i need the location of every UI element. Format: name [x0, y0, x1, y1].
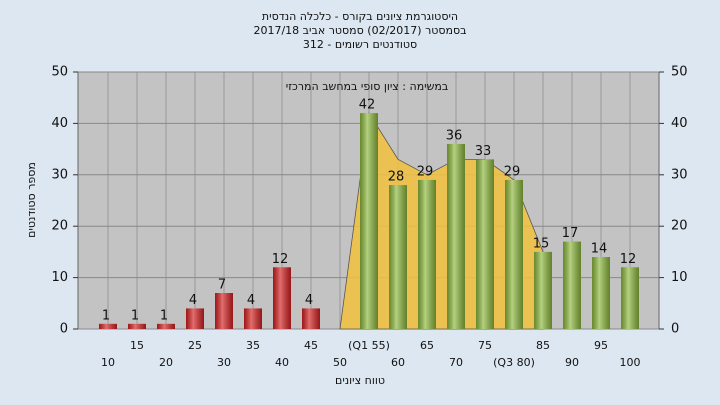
- chart-subtitle: סטודנטים רשומים - 312: [303, 38, 417, 51]
- x-tick-label: 20: [159, 356, 173, 369]
- x-tick-label: 30: [217, 356, 231, 369]
- bar-shade: [418, 179, 436, 329]
- bar-shade: [534, 251, 552, 329]
- plot: 0 10 20 30 40 50 0 10 20 30 40 50 10 1 15 1 20 1 25 4 30 7 35 4…: [51, 65, 687, 370]
- x-tick-label: 35: [246, 339, 260, 352]
- bar-shade: [621, 267, 639, 329]
- y-tick-label: 40: [51, 116, 68, 131]
- bar-shade: [99, 323, 117, 329]
- bar-shade: [244, 308, 262, 329]
- bar-shade: [592, 257, 610, 329]
- value-label: 14: [591, 242, 608, 257]
- bar-shade: [447, 143, 465, 329]
- value-label: 33: [475, 144, 492, 159]
- chart-subtitle: בסמסטר (02/2017) סמסטר אביב 2017/18: [253, 24, 466, 37]
- x-tick-label: 85: [536, 339, 550, 352]
- y2-tick-label: 20: [671, 219, 688, 234]
- x-tick-label: 75: [478, 339, 492, 352]
- x-tick-label: 95: [594, 339, 608, 352]
- x-tick-label: 10: [101, 356, 115, 369]
- value-label: 7: [218, 278, 226, 293]
- x-tick-label: 100: [620, 356, 641, 369]
- x-tick-label: 15: [130, 339, 144, 352]
- bar-shade: [360, 113, 378, 330]
- annotation: במשימה : ציון סופי במחשב המרכזי: [286, 80, 449, 93]
- value-label: 1: [160, 308, 168, 323]
- value-label: 29: [417, 164, 434, 179]
- bar-shade: [563, 241, 581, 329]
- y-tick-label: 30: [51, 167, 68, 182]
- x-axis-label: טווח ציונים: [335, 374, 385, 387]
- x-tick-label: 60: [391, 356, 405, 369]
- value-label: 15: [533, 236, 550, 251]
- x-tick-label: 70: [449, 356, 463, 369]
- y-tick-label: 10: [51, 270, 68, 285]
- value-label: 4: [189, 293, 197, 308]
- x-tick-label: 50: [333, 356, 347, 369]
- value-label: 36: [446, 128, 463, 143]
- bar-shade: [157, 323, 175, 329]
- x-tick-label: 90: [565, 356, 579, 369]
- value-label: 1: [102, 308, 110, 323]
- bar-shade: [273, 267, 291, 329]
- y2-tick-label: 0: [671, 322, 679, 337]
- y-tick-label: 20: [51, 219, 68, 234]
- y-axis-label: מספר סטודנטים: [25, 162, 38, 238]
- bar-shade: [186, 308, 204, 329]
- value-label: 42: [359, 98, 376, 113]
- value-label: 4: [305, 293, 313, 308]
- value-label: 12: [620, 252, 637, 267]
- x-tick-label: 40: [275, 356, 289, 369]
- bar-shade: [215, 293, 233, 329]
- y2-tick-label: 30: [671, 167, 688, 182]
- bar-shade: [389, 185, 407, 329]
- value-label: 12: [272, 252, 289, 267]
- y2-tick-label: 10: [671, 270, 688, 285]
- bar-shade: [476, 159, 494, 329]
- x-tick-label: 45: [304, 339, 318, 352]
- bar-shade: [128, 323, 146, 329]
- value-label: 28: [388, 170, 405, 185]
- value-label: 17: [562, 226, 579, 241]
- value-label: 1: [131, 308, 139, 323]
- x-tick-label: 65: [420, 339, 434, 352]
- value-label: 29: [504, 164, 521, 179]
- bar-shade: [302, 308, 320, 329]
- chart-title: היסטוגרמת ציונים בקורס - כלכלה הנדסית: [262, 10, 458, 23]
- x-tick-label: (Q3 80): [493, 356, 535, 369]
- x-tick-label: (Q1 55): [348, 339, 390, 352]
- bar-shade: [505, 179, 523, 329]
- value-label: 4: [247, 293, 255, 308]
- y2-tick-label: 50: [671, 65, 688, 80]
- y-tick-label: 50: [51, 65, 68, 80]
- y-tick-label: 0: [60, 322, 68, 337]
- x-tick-label: 25: [188, 339, 202, 352]
- y2-tick-label: 40: [671, 116, 688, 131]
